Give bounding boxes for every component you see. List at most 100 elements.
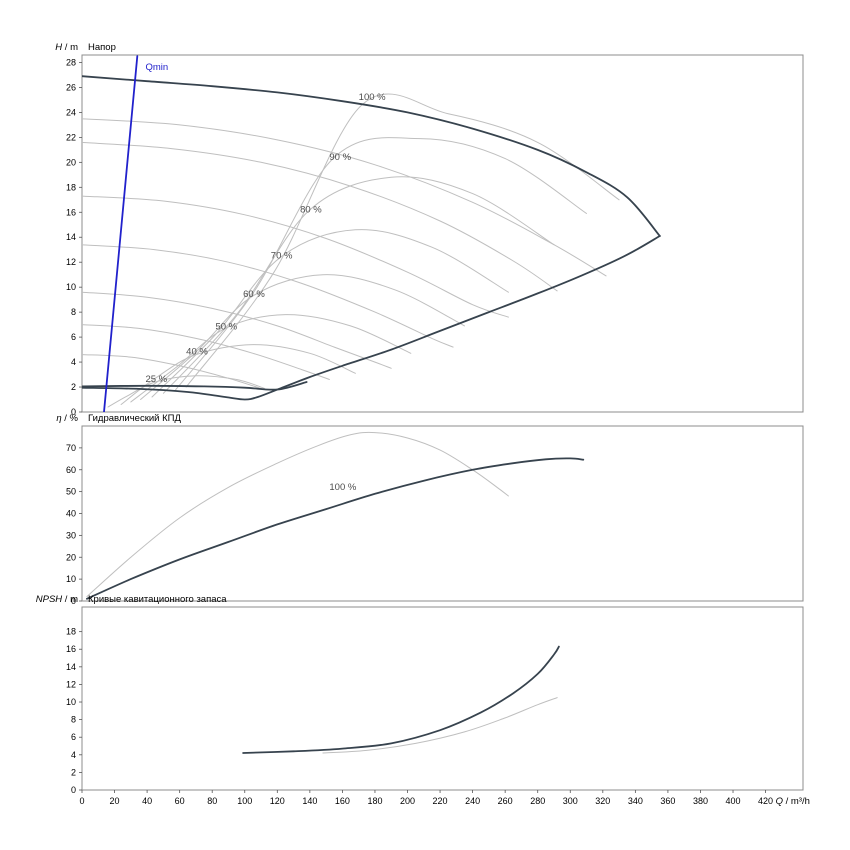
curve-label: 90 %: [329, 152, 351, 163]
npsh-curve-gray: [322, 697, 558, 754]
iso-eff-100: [185, 93, 620, 388]
y-tick-label: 24: [66, 107, 76, 117]
y-tick-label: 70: [66, 443, 76, 453]
x-tick-label: 240: [465, 796, 480, 806]
curve-label: Qmin: [145, 62, 168, 73]
iso-eff-70: [151, 229, 509, 398]
y-tick-label: 20: [66, 552, 76, 562]
qmin-line: [103, 55, 139, 412]
y-tick-label: 28: [66, 57, 76, 67]
y-tick-label: 16: [66, 207, 76, 217]
x-tick-label: 20: [110, 796, 120, 806]
y-tick-label: 0: [71, 407, 76, 417]
x-tick-label: 160: [335, 796, 350, 806]
curve-label: 70 %: [271, 250, 293, 261]
y-tick-label: 10: [66, 574, 76, 584]
y-tick-label: 18: [66, 627, 76, 637]
x-tick-label: 200: [400, 796, 415, 806]
trim-curve-7: [82, 354, 265, 390]
trim-curve-4: [82, 244, 454, 348]
y-tick-label: 60: [66, 465, 76, 475]
x-tick-label: 100: [237, 796, 252, 806]
y-tick-label: 4: [71, 357, 76, 367]
panel-title: Напор: [88, 42, 116, 53]
curve-label: 100 %: [329, 482, 356, 493]
y-tick-label: 16: [66, 644, 76, 654]
y-tick-label: 50: [66, 487, 76, 497]
y-tick-label: 20: [66, 157, 76, 167]
panel-border-1: [81, 425, 804, 602]
y-tick-label: 40: [66, 509, 76, 519]
curve-label: 40 %: [186, 347, 208, 358]
y-tick-label: 2: [71, 767, 76, 777]
y-axis-label: NPSH / m: [36, 594, 78, 605]
x-tick-label: 420: [758, 796, 773, 806]
x-tick-label: 320: [595, 796, 610, 806]
y-tick-label: 18: [66, 182, 76, 192]
y-tick-label: 26: [66, 82, 76, 92]
iso-eff-90: [174, 137, 587, 392]
curve-label: 60 %: [243, 289, 265, 300]
iso-eff-50: [130, 314, 412, 403]
x-tick-label: 80: [207, 796, 217, 806]
iso-eff-40: [120, 344, 356, 405]
y-tick-label: 2: [71, 382, 76, 392]
trim-curve-6: [82, 324, 330, 380]
x-tick-label: 280: [530, 796, 545, 806]
trim-curve-3: [82, 195, 509, 318]
panel-border-2: [81, 606, 804, 791]
curve-label: 50 %: [215, 322, 237, 333]
y-tick-label: 6: [71, 332, 76, 342]
x-tick-label: 400: [726, 796, 741, 806]
x-tick-label: 140: [302, 796, 317, 806]
y-axis-label: η / %: [56, 413, 78, 424]
series-group-0: [82, 55, 661, 412]
panel-title: Кривые кавитационного запаса: [88, 594, 227, 605]
y-axis-label: H / m: [55, 42, 78, 53]
field-envelope-upper: [82, 75, 661, 237]
y-tick-label: 10: [66, 282, 76, 292]
x-tick-label: 220: [433, 796, 448, 806]
efficiency-curve-100pct: [86, 457, 585, 600]
y-tick-label: 8: [71, 715, 76, 725]
x-tick-label: 340: [628, 796, 643, 806]
y-tick-label: 8: [71, 307, 76, 317]
y-tick-label: 30: [66, 530, 76, 540]
field-envelope-lower: [82, 235, 661, 401]
min-head-curve: [82, 381, 308, 391]
trim-curve-5: [82, 291, 392, 369]
x-axis-label: Q / m³/h: [776, 796, 810, 807]
x-tick-label: 380: [693, 796, 708, 806]
x-tick-label: 180: [367, 796, 382, 806]
panel-border-0: [81, 54, 804, 413]
iso-eff-60: [140, 274, 465, 400]
trim-curve-2: [82, 141, 558, 292]
x-tick-label: 360: [660, 796, 675, 806]
y-tick-label: 4: [71, 750, 76, 760]
y-tick-label: 10: [66, 697, 76, 707]
x-tick-label: 300: [563, 796, 578, 806]
series-group-1: [86, 431, 585, 600]
trim-curve-1: [82, 118, 607, 277]
y-tick-label: 22: [66, 132, 76, 142]
x-tick-label: 260: [498, 796, 513, 806]
y-tick-label: 6: [71, 732, 76, 742]
x-tick-label: 40: [142, 796, 152, 806]
y-tick-label: 12: [66, 257, 76, 267]
x-tick-label: 120: [270, 796, 285, 806]
curve-label: 100 %: [359, 92, 386, 103]
iso-eff-80: [162, 176, 555, 394]
x-tick-label: 60: [175, 796, 185, 806]
panel-title: Гидравлический КПД: [88, 413, 181, 424]
x-tick-label: 0: [79, 796, 84, 806]
y-tick-label: 0: [71, 596, 76, 606]
curve-label: 25 %: [145, 374, 167, 385]
y-tick-label: 12: [66, 679, 76, 689]
y-tick-label: 0: [71, 785, 76, 795]
curve-label: 80 %: [300, 204, 322, 215]
npsh-curve: [242, 645, 560, 754]
iso-eff-25: [107, 375, 265, 408]
y-tick-label: 14: [66, 232, 76, 242]
